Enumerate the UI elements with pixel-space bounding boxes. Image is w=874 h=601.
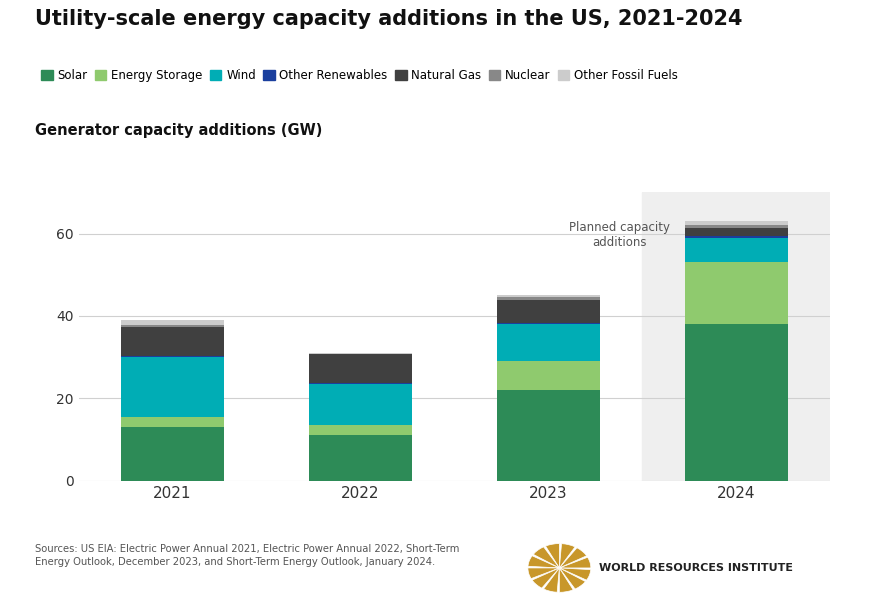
Bar xyxy=(496,324,600,361)
Wedge shape xyxy=(528,556,559,568)
Wedge shape xyxy=(545,543,559,568)
Bar xyxy=(121,427,225,481)
Bar xyxy=(684,221,788,225)
Bar xyxy=(121,357,225,417)
Bar xyxy=(496,323,600,324)
Text: Utility-scale energy capacity additions in the US, 2021-2024: Utility-scale energy capacity additions … xyxy=(35,9,742,29)
Bar xyxy=(121,320,225,325)
Bar xyxy=(309,425,413,436)
Text: Planned capacity
additions: Planned capacity additions xyxy=(569,221,670,249)
Bar xyxy=(309,354,413,383)
Bar xyxy=(684,228,788,236)
Bar xyxy=(121,327,225,356)
Bar xyxy=(309,436,413,481)
Bar xyxy=(684,237,788,263)
Bar xyxy=(496,361,600,390)
Text: Sources: US EIA: Electric Power Annual 2021, Electric Power Annual 2022, Short-T: Sources: US EIA: Electric Power Annual 2… xyxy=(35,544,460,567)
Bar xyxy=(121,417,225,427)
Bar xyxy=(684,263,788,324)
Bar xyxy=(496,390,600,481)
Legend: Solar, Energy Storage, Wind, Other Renewables, Natural Gas, Nuclear, Other Fossi: Solar, Energy Storage, Wind, Other Renew… xyxy=(41,69,678,82)
Wedge shape xyxy=(559,568,586,589)
Bar xyxy=(309,383,413,384)
Text: Generator capacity additions (GW): Generator capacity additions (GW) xyxy=(35,123,323,138)
Wedge shape xyxy=(532,568,559,588)
Wedge shape xyxy=(533,547,559,568)
Bar xyxy=(309,353,413,354)
Wedge shape xyxy=(559,544,575,568)
Bar xyxy=(121,325,225,327)
Bar xyxy=(496,295,600,297)
Wedge shape xyxy=(528,568,559,579)
Wedge shape xyxy=(559,568,573,593)
Wedge shape xyxy=(544,568,559,592)
Bar xyxy=(684,324,788,481)
Bar xyxy=(684,236,788,237)
Bar xyxy=(121,356,225,357)
Wedge shape xyxy=(559,548,586,568)
Text: WORLD RESOURCES INSTITUTE: WORLD RESOURCES INSTITUTE xyxy=(599,563,793,573)
Bar xyxy=(309,384,413,425)
Bar xyxy=(496,300,600,323)
Wedge shape xyxy=(559,557,591,568)
Bar xyxy=(496,297,600,300)
Wedge shape xyxy=(559,568,591,580)
Bar xyxy=(684,225,788,228)
Bar xyxy=(642,192,830,481)
